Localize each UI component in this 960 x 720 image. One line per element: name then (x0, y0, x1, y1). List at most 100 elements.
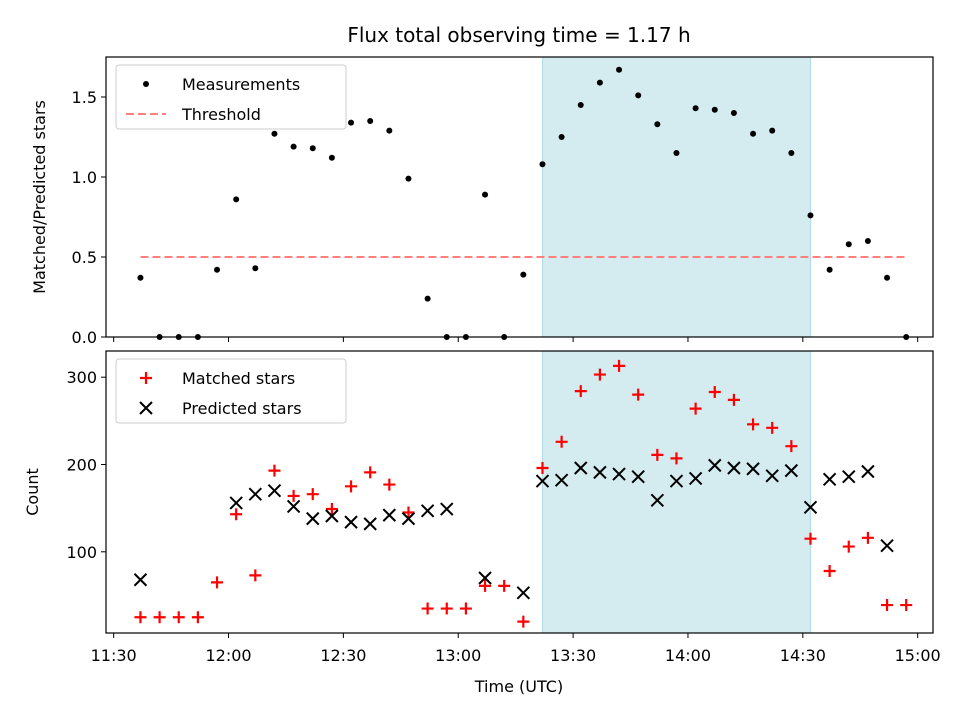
predicted-star-point (133, 573, 148, 587)
measurement-point (788, 150, 795, 156)
matched-star-point (325, 503, 338, 516)
legend-label: Predicted stars (182, 399, 302, 418)
legend-label: Measurements (182, 75, 300, 94)
matched-star-point (134, 611, 147, 624)
matched-star-point (574, 385, 587, 398)
measurement-point (884, 274, 891, 281)
x-tick-label: 12:00 (205, 646, 251, 665)
matched-star-point (498, 579, 511, 592)
measurement-point (214, 266, 221, 273)
matched-star-point (727, 393, 740, 406)
matched-star-point (536, 461, 549, 474)
predicted-star-point (784, 463, 799, 478)
y-tick-label: 0.5 (72, 248, 97, 267)
legend-label: Threshold (181, 105, 261, 124)
predicted-star-point (688, 471, 703, 486)
x-tick-label: 14:00 (665, 646, 711, 665)
matched-star-point (211, 576, 224, 589)
legend-marker-predicted (139, 401, 153, 415)
measurement-point (271, 130, 278, 137)
measurement-point (482, 191, 489, 198)
matched-star-point (172, 611, 185, 624)
ratio-panel: 0.0 0.5 1.0 1.5 Measurements Threshold (72, 56, 934, 347)
y-tick-label: 1.5 (72, 88, 97, 107)
matched-star-point (842, 540, 855, 553)
x-tick-label: 11:30 (91, 646, 137, 665)
measurement-point (826, 266, 833, 273)
predicted-star-point (478, 571, 492, 585)
measurement-point (864, 238, 871, 244)
predicted-star-point (822, 472, 837, 487)
matched-star-point (900, 599, 913, 612)
predicted-star-point (727, 461, 741, 475)
plot-frame (105, 56, 934, 338)
matched-star-point (804, 532, 817, 545)
measurement-point (539, 161, 546, 168)
predicted-star-point (248, 487, 263, 501)
x-tick-label: 13:30 (550, 646, 596, 665)
matched-star-point (823, 565, 836, 578)
measurement-point (807, 212, 814, 219)
legend-box (115, 358, 347, 424)
measurement-point (405, 175, 412, 182)
measurement-point (290, 143, 297, 150)
predicted-star-point (306, 511, 320, 526)
measurement-point (348, 119, 355, 126)
matched-star-point (287, 489, 300, 502)
predicted-star-point (420, 504, 435, 518)
measurement-point (654, 121, 661, 128)
measurement-point (252, 265, 259, 272)
highlight-span (541, 350, 811, 634)
predicted-star-point (363, 517, 377, 531)
predicted-star-point (593, 465, 607, 480)
predicted-star-point (554, 473, 569, 487)
legend-box (115, 64, 347, 130)
matched-star-point (708, 386, 721, 399)
measurement-point (520, 271, 527, 278)
matched-star-point (230, 508, 243, 521)
predicted-star-point (803, 500, 818, 514)
matched-star-point (364, 466, 377, 479)
predicted-star-point (344, 515, 358, 529)
measurement-point (750, 130, 757, 137)
measurement-point (692, 105, 699, 112)
legend-label: Matched stars (182, 369, 295, 388)
matched-star-point (345, 480, 358, 493)
measurement-point (730, 110, 737, 116)
highlight-span (541, 56, 811, 338)
matched-star-point (459, 602, 472, 615)
measurement-point (577, 102, 584, 108)
measurement-point (769, 127, 776, 134)
matched-star-point (766, 421, 779, 434)
predicted-star-point (746, 462, 760, 476)
predicted-star-point (325, 509, 339, 523)
predicted-star-point (765, 469, 779, 483)
predicted-star-point (267, 483, 282, 498)
measurement-point (673, 150, 680, 156)
matched-star-point (383, 478, 396, 491)
matched-star-point (306, 488, 319, 501)
measurement-point (386, 127, 393, 134)
matched-star-point (191, 611, 204, 624)
matched-star-point (632, 388, 645, 401)
legend-marker-measurements (143, 81, 149, 87)
predicted-star-point (574, 461, 588, 475)
matched-star-point (881, 599, 894, 612)
measurement-point (845, 241, 852, 248)
measurement-point (616, 66, 623, 73)
measurement-point (711, 106, 718, 113)
predicted-star-point (229, 496, 243, 510)
matched-star-point (249, 569, 262, 582)
matched-star-point (153, 611, 166, 624)
measurement-point (233, 196, 240, 203)
measurement-point (367, 118, 374, 124)
predicted-star-point (286, 499, 301, 514)
y-tick-label: 1.0 (72, 168, 97, 187)
matched-star-point (670, 452, 683, 465)
matched-star-point (785, 440, 798, 453)
measurement-point (635, 92, 642, 99)
predicted-star-point (440, 502, 454, 516)
predicted-star-point (535, 474, 550, 488)
matched-star-point (689, 402, 702, 415)
